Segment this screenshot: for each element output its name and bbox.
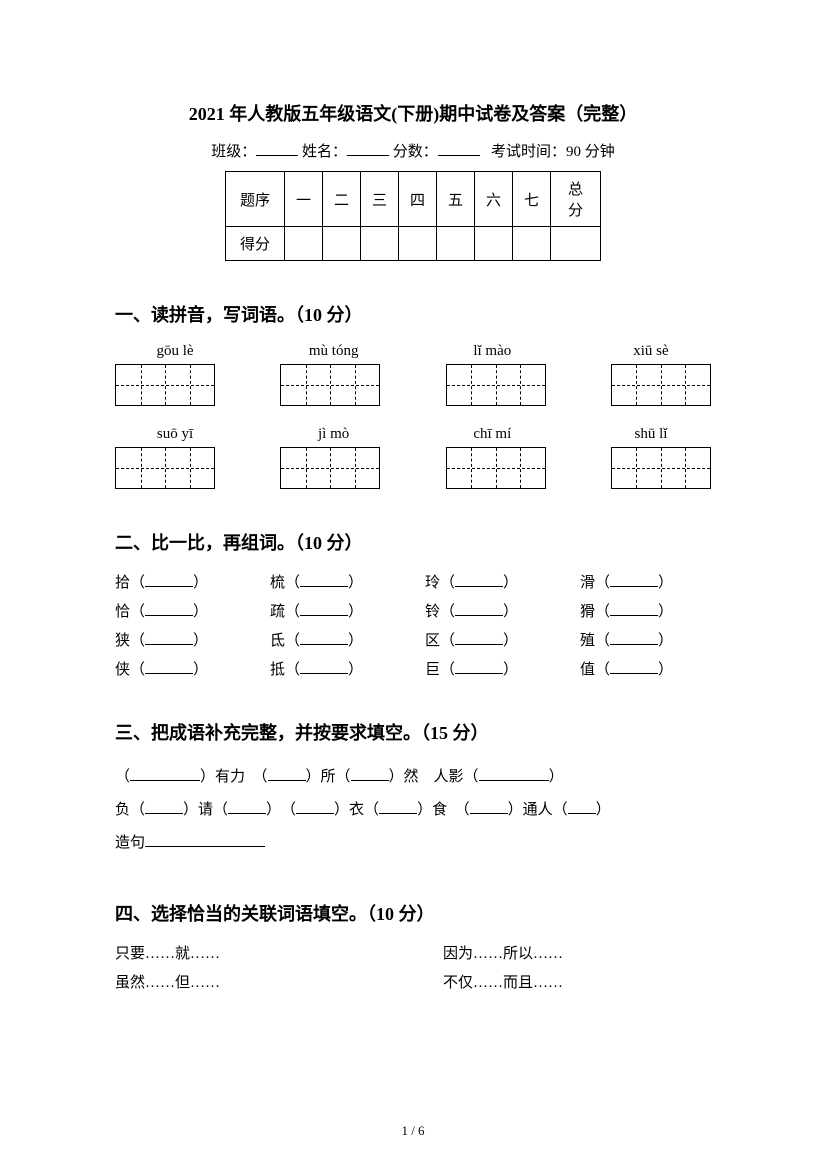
score-label: 分数： xyxy=(393,144,438,160)
cmp-2-2: 区（） xyxy=(425,629,556,650)
cmp-2-3: 殖（） xyxy=(580,629,711,650)
section4-title: 四、选择恰当的关联词语填空。（10 分） xyxy=(115,900,711,926)
name-blank[interactable] xyxy=(347,142,389,156)
conj-4: 不仅……而且…… xyxy=(443,971,711,992)
class-label: 班级： xyxy=(211,144,256,160)
score-3[interactable] xyxy=(361,227,399,261)
score-1[interactable] xyxy=(285,227,323,261)
table-score-label: 得分 xyxy=(225,227,284,261)
score-5[interactable] xyxy=(437,227,475,261)
cmp-0-2: 玲（） xyxy=(425,571,556,592)
cmp-1-3: 猾（） xyxy=(580,600,711,621)
cmp-1-2: 铃（） xyxy=(425,600,556,621)
conj-2: 因为……所以…… xyxy=(443,942,711,963)
score-6[interactable] xyxy=(475,227,513,261)
cmp-3-1: 抵（） xyxy=(270,658,401,679)
col-5: 五 xyxy=(437,172,475,227)
score-table: 题序 一 二 三 四 五 六 七 总分 得分 xyxy=(225,171,601,261)
col-3: 三 xyxy=(361,172,399,227)
col-1: 一 xyxy=(285,172,323,227)
charbox-2-1[interactable] xyxy=(115,447,215,489)
charbox-row-2 xyxy=(115,447,711,489)
section1-title: 一、读拼音，写词语。（10 分） xyxy=(115,301,711,327)
col-4: 四 xyxy=(399,172,437,227)
compare-grid: 拾（） 梳（） 玲（） 滑（） 恰（） 疏（） 铃（） 猾（） 狭（） 氐（） … xyxy=(115,571,711,679)
idiom-line-2: 负（）请（） （）衣（）食 （）通人（） xyxy=(115,794,711,827)
score-7[interactable] xyxy=(513,227,551,261)
section3-title: 三、把成语补充完整，并按要求填空。（15 分） xyxy=(115,719,711,745)
table-header-label: 题序 xyxy=(225,172,284,227)
pinyin-1-4: xiū sè xyxy=(591,343,711,360)
class-blank[interactable] xyxy=(256,142,298,156)
idiom-line-1: （）有力 （）所（）然 人影（） xyxy=(115,761,711,794)
col-7: 七 xyxy=(513,172,551,227)
idiom-line-3: 造句 xyxy=(115,827,711,860)
cmp-2-1: 氐（） xyxy=(270,629,401,650)
score-2[interactable] xyxy=(323,227,361,261)
pinyin-2-1: suō yī xyxy=(115,426,235,443)
col-2: 二 xyxy=(323,172,361,227)
charbox-1-3[interactable] xyxy=(446,364,546,406)
cmp-0-1: 梳（） xyxy=(270,571,401,592)
charbox-2-4[interactable] xyxy=(611,447,711,489)
charbox-2-3[interactable] xyxy=(446,447,546,489)
conj-grid: 只要……就…… 因为……所以…… 虽然……但…… 不仅……而且…… xyxy=(115,942,711,992)
pinyin-row-1: gōu lè mù tóng lǐ mào xiū sè xyxy=(115,343,711,360)
score-4[interactable] xyxy=(399,227,437,261)
charbox-row-1 xyxy=(115,364,711,406)
charbox-1-4[interactable] xyxy=(611,364,711,406)
col-6: 六 xyxy=(475,172,513,227)
conj-1: 只要……就…… xyxy=(115,942,383,963)
score-total[interactable] xyxy=(551,227,601,261)
pinyin-row-2: suō yī jì mò chī mí shū lǐ xyxy=(115,426,711,443)
charbox-2-2[interactable] xyxy=(280,447,380,489)
meta-line: 班级： 姓名： 分数： 考试时间：90 分钟 xyxy=(115,140,711,161)
cmp-3-0: 侠（） xyxy=(115,658,246,679)
page-number: 1 / 6 xyxy=(0,1123,826,1139)
conj-3: 虽然……但…… xyxy=(115,971,383,992)
cmp-0-0: 拾（） xyxy=(115,571,246,592)
document-title: 2021 年人教版五年级语文(下册)期中试卷及答案（完整） xyxy=(115,100,711,126)
pinyin-2-4: shū lǐ xyxy=(591,426,711,443)
pinyin-1-2: mù tóng xyxy=(274,343,394,360)
pinyin-2-2: jì mò xyxy=(274,426,394,443)
cmp-0-3: 滑（） xyxy=(580,571,711,592)
pinyin-1-3: lǐ mào xyxy=(432,343,552,360)
cmp-2-0: 狭（） xyxy=(115,629,246,650)
name-label: 姓名： xyxy=(302,144,347,160)
cmp-3-2: 巨（） xyxy=(425,658,556,679)
col-total: 总分 xyxy=(551,172,601,227)
section2-title: 二、比一比，再组词。（10 分） xyxy=(115,529,711,555)
cmp-1-1: 疏（） xyxy=(270,600,401,621)
charbox-1-2[interactable] xyxy=(280,364,380,406)
time-label: 考试时间：90 分钟 xyxy=(491,144,615,160)
charbox-1-1[interactable] xyxy=(115,364,215,406)
cmp-1-0: 恰（） xyxy=(115,600,246,621)
pinyin-1-1: gōu lè xyxy=(115,343,235,360)
score-blank[interactable] xyxy=(438,142,480,156)
cmp-3-3: 值（） xyxy=(580,658,711,679)
pinyin-2-3: chī mí xyxy=(432,426,552,443)
